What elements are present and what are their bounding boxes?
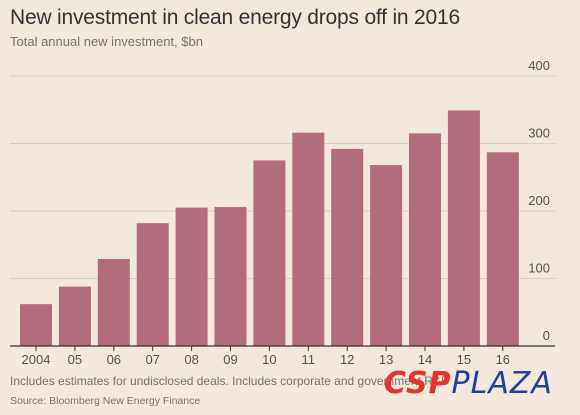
y-tick-label: 300 bbox=[528, 126, 550, 141]
x-tick-label: 07 bbox=[145, 352, 159, 367]
bar bbox=[58, 286, 91, 346]
bar bbox=[97, 258, 130, 346]
x-tick-label: 14 bbox=[418, 352, 432, 367]
x-axis bbox=[10, 345, 555, 351]
watermark-part2: PLAZA bbox=[451, 366, 553, 401]
x-tick-label: 05 bbox=[68, 352, 82, 367]
bar bbox=[175, 207, 208, 346]
bar bbox=[253, 160, 286, 346]
x-tick-label: 08 bbox=[184, 352, 198, 367]
x-tick-label: 12 bbox=[340, 352, 354, 367]
x-tick-label: 13 bbox=[379, 352, 393, 367]
x-tick-labels: 2004 05 06 07 08 09 10 11 12 13 14 15 16 bbox=[22, 352, 510, 367]
bar bbox=[486, 152, 519, 346]
y-tick-label: 200 bbox=[528, 193, 550, 208]
chart-note: Includes estimates for undisclosed deals… bbox=[10, 374, 450, 388]
bar bbox=[447, 110, 480, 346]
x-tick-label: 15 bbox=[457, 352, 471, 367]
chart-subtitle: Total annual new investment, $bn bbox=[10, 34, 203, 49]
chart-title: New investment in clean energy drops off… bbox=[10, 6, 460, 29]
bar bbox=[20, 304, 52, 346]
chart-source: Source: Bloomberg New Energy Finance bbox=[10, 395, 201, 407]
y-tick-label: 100 bbox=[528, 261, 550, 276]
x-tick-label: 16 bbox=[496, 352, 510, 367]
bar bbox=[214, 206, 247, 346]
bar bbox=[370, 165, 403, 346]
x-tick-label: 2004 bbox=[22, 352, 51, 367]
bar bbox=[331, 148, 364, 346]
watermark-logo: CSPPLAZA bbox=[384, 366, 553, 401]
x-tick-label: 09 bbox=[223, 352, 237, 367]
bar bbox=[136, 223, 169, 346]
y-tick-label: 400 bbox=[528, 58, 550, 73]
chart-area: 0 100 200 300 400 2004 05 06 07 08 09 10 11 12 13 14 15… bbox=[10, 58, 555, 367]
y-tick-labels: 0 100 200 300 400 bbox=[528, 58, 550, 343]
x-tick-label: 11 bbox=[302, 352, 316, 367]
bar bbox=[292, 132, 325, 346]
y-tick-label: 0 bbox=[543, 328, 550, 343]
bar bbox=[409, 133, 441, 346]
bars bbox=[20, 110, 519, 346]
x-tick-label: 06 bbox=[107, 352, 121, 367]
x-tick-label: 10 bbox=[262, 352, 276, 367]
watermark-part1: CSP bbox=[384, 366, 452, 401]
